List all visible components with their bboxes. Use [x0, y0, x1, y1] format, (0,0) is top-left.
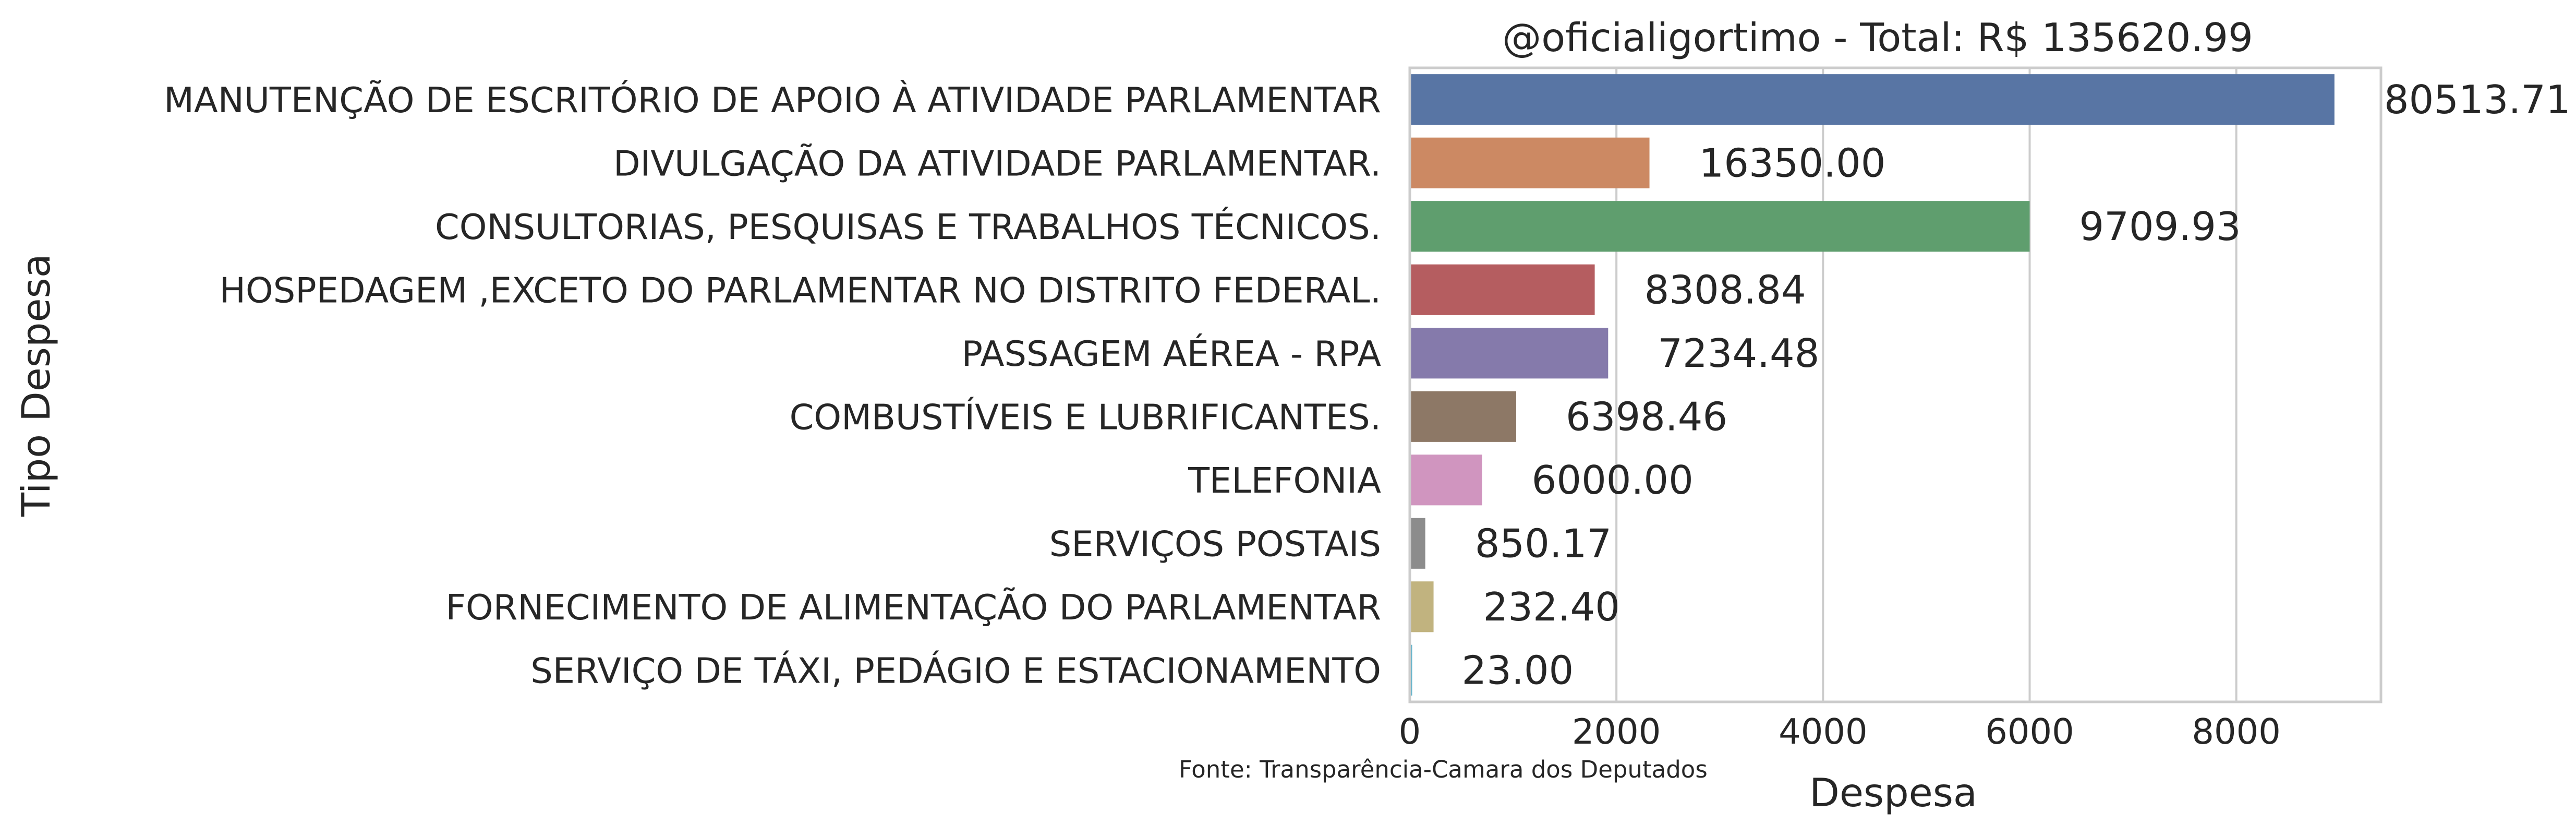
- bars: [1410, 74, 2335, 696]
- category-label: HOSPEDAGEM ,EXCETO DO PARLAMENTAR NO DIS…: [220, 270, 1381, 310]
- category-label: CONSULTORIAS, PESQUISAS E TRABALHOS TÉCN…: [435, 206, 1381, 247]
- x-tick-label: 0: [1399, 711, 1421, 752]
- bar: [1410, 201, 2030, 252]
- x-tick-label: 2000: [1572, 711, 1661, 752]
- x-tick-label: 6000: [1985, 711, 2074, 752]
- category-label: MANUTENÇÃO DE ESCRITÓRIO DE APOIO À ATIV…: [164, 79, 1381, 121]
- value-labels: 80513.71 16350.00 9709.93 8308.84 7234.48 639…: [1462, 77, 2571, 694]
- bar: [1410, 455, 1482, 506]
- value-label: 850.17: [1475, 520, 1612, 566]
- category-label: FORNECIMENTO DE ALIMENTAÇÃO DO PARLAMENT…: [446, 587, 1382, 628]
- bar: [1410, 518, 1425, 569]
- category-label: DIVULGAÇÃO DA ATIVIDADE PARLAMENTAR.: [613, 142, 1381, 184]
- value-label: 6000.00: [1532, 457, 1694, 503]
- value-label: 7234.48: [1658, 330, 1819, 376]
- x-tick-label: 8000: [2192, 711, 2281, 752]
- x-tick-labels: 0 2000 4000 6000 8000: [1399, 711, 2281, 752]
- source-note: Fonte: Transparência-Camara dos Deputado…: [1179, 756, 1708, 783]
- category-label: SERVIÇO DE TÁXI, PEDÁGIO E ESTACIONAMENT…: [530, 650, 1381, 691]
- category-labels: MANUTENÇÃO DE ESCRITÓRIO DE APOIO À ATIV…: [164, 79, 1381, 691]
- value-label: 6398.46: [1566, 393, 1727, 439]
- value-label: 8308.84: [1644, 267, 1806, 313]
- value-label: 9709.93: [2079, 204, 2241, 249]
- bar: [1410, 328, 1609, 379]
- bar: [1410, 74, 2335, 125]
- bar: [1410, 581, 1434, 632]
- value-label: 80513.71: [2384, 77, 2571, 123]
- category-label: PASSAGEM AÉREA - RPA: [962, 333, 1382, 374]
- chart-title: @oficialigortimo - Total: R$ 135620.99: [1502, 15, 2253, 61]
- x-axis-label: Despesa: [1809, 770, 1977, 816]
- bar: [1410, 137, 1650, 188]
- x-tick-label: 4000: [1779, 711, 1868, 752]
- value-label: 23.00: [1462, 647, 1574, 693]
- bar: [1410, 391, 1517, 442]
- bar: [1410, 264, 1595, 315]
- y-axis-label: Tipo Despesa: [13, 254, 59, 517]
- value-label: 16350.00: [1699, 140, 1886, 186]
- category-label: SERVIÇOS POSTAIS: [1049, 523, 1381, 564]
- plot-frame: [1408, 66, 2383, 703]
- category-label: TELEFONIA: [1188, 460, 1381, 501]
- value-label: 232.40: [1483, 584, 1620, 630]
- category-label: COMBUSTÍVEIS E LUBRIFICANTES.: [790, 396, 1381, 437]
